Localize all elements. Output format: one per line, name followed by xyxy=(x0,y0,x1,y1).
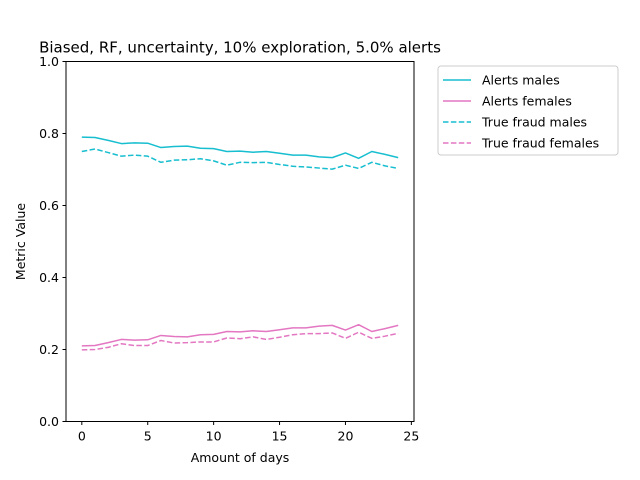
x-tick-label: 0 xyxy=(78,429,86,444)
y-tick-label: 0.8 xyxy=(39,126,59,141)
x-axis-ticks: 0 5 10 15 20 25 xyxy=(78,421,419,444)
legend-label-true-fraud-females: True fraud females xyxy=(481,136,599,151)
x-tick-label: 5 xyxy=(144,429,152,444)
x-axis-title: Amount of days xyxy=(191,450,290,465)
legend-box xyxy=(437,65,619,156)
x-tick-label: 20 xyxy=(338,429,354,444)
y-tick-label: 0.2 xyxy=(39,342,59,357)
plot-frame xyxy=(65,61,415,422)
legend-label-alerts-females: Alerts females xyxy=(482,94,572,109)
legend: Alerts males Alerts females True fraud mal… xyxy=(437,65,619,156)
series-line-true-fraud-females xyxy=(81,331,399,351)
y-tick-label: 0.6 xyxy=(39,198,59,213)
y-tick-label: 0.4 xyxy=(39,270,59,285)
x-tick-label: 15 xyxy=(272,429,288,444)
series-line-true-fraud-males xyxy=(81,148,399,170)
legend-label-true-fraud-males: True fraud males xyxy=(481,115,587,130)
x-tick-label: 10 xyxy=(206,429,222,444)
series-line-alerts-males xyxy=(81,136,399,160)
series-line-alerts-females xyxy=(81,323,399,347)
y-axis-ticks: 0.0 0.2 0.4 0.6 0.8 1.0 xyxy=(39,54,66,429)
y-axis-title: Metric Value xyxy=(13,203,28,280)
y-tick-label: 1.0 xyxy=(39,54,59,69)
y-tick-label: 0.0 xyxy=(39,414,59,429)
series-layer xyxy=(81,136,399,351)
legend-label-alerts-males: Alerts males xyxy=(482,73,560,88)
x-tick-label: 25 xyxy=(403,429,419,444)
chart-title: Biased, RF, uncertainty, 10% exploration… xyxy=(39,39,441,57)
